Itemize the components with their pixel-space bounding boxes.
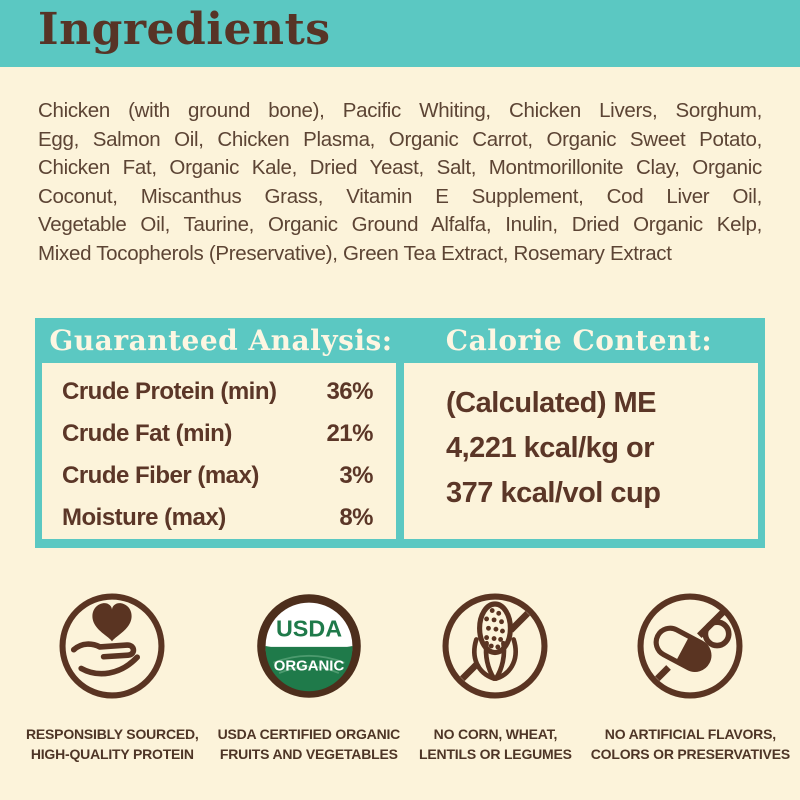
badge-label-line: COLORS OR PRESERVATIVES xyxy=(590,746,790,762)
badge-label: NO ARTIFICIAL FLAVORS, COLORS OR PRESERV… xyxy=(591,724,790,764)
analysis-panels: Crude Protein (min) 36% Crude Fat (min) … xyxy=(42,363,758,539)
badge-usda-organic: USDA ORGANIC USDA CERTIFIED ORGANIC FRUI… xyxy=(218,590,401,764)
analysis-row-label: Moisture (max) xyxy=(62,504,226,531)
guaranteed-analysis-title: Guaranteed Analysis: xyxy=(49,324,393,357)
badges-row: RESPONSIBLY SOURCED, HIGH-QUALITY PROTEI… xyxy=(0,590,800,764)
page-title: Ingredients xyxy=(38,4,331,55)
no-artificial-additives-icon xyxy=(637,593,743,699)
capsule-pill xyxy=(653,625,712,672)
analysis-row-value: 3% xyxy=(339,462,373,489)
badge-label-line: RESPONSIBLY SOURCED, xyxy=(26,726,199,742)
calorie-content-title: Calorie Content: xyxy=(445,324,713,357)
badge-label-line: USDA CERTIFIED ORGANIC xyxy=(217,726,401,742)
ingredients-line: Coconut, Miscanthus Grass, Vitamin E Sup… xyxy=(38,184,762,208)
calorie-line: (Calculated) ME xyxy=(446,387,657,419)
analysis-row-label: Crude Fiber (max) xyxy=(62,462,259,489)
usda-seal-bottom-text: ORGANIC xyxy=(274,657,345,674)
tablet-pill xyxy=(702,619,732,649)
analysis-row-label: Crude Fat (min) xyxy=(62,420,232,447)
calorie-content-text: (Calculated) ME 4,221 kcal/kg or 377 kca… xyxy=(404,363,758,516)
badge-label-line: LENTILS OR LEGUMES xyxy=(419,746,572,762)
ingredients-line: Chicken Fat, Organic Kale, Dried Yeast, … xyxy=(38,156,762,179)
ingredients-line: Egg, Salmon Oil, Chicken Plasma, Organic… xyxy=(38,127,762,151)
corn-kernels xyxy=(484,608,506,650)
analysis-row-value: 21% xyxy=(326,420,373,447)
analysis-row-value: 8% xyxy=(339,504,373,531)
analysis-row: Crude Fat (min) 21% xyxy=(62,413,373,455)
guaranteed-analysis-panel: Crude Protein (min) 36% Crude Fat (min) … xyxy=(42,363,396,539)
analysis-row: Moisture (max) 8% xyxy=(62,497,373,539)
badge-label: NO CORN, WHEAT, LENTILS OR LEGUMES xyxy=(419,724,572,764)
ingredients-line: Vegetable Oil, Taurine, Organic Ground A… xyxy=(38,213,762,236)
analysis-row-label: Crude Protein (min) xyxy=(62,378,277,405)
calorie-content-panel: (Calculated) ME 4,221 kcal/kg or 377 kca… xyxy=(404,363,758,539)
analysis-row-value: 36% xyxy=(326,378,373,405)
badge-responsibly-sourced: RESPONSIBLY SOURCED, HIGH-QUALITY PROTEI… xyxy=(26,590,199,764)
title-band: Ingredients xyxy=(0,0,800,67)
usda-seal-top-text: USDA xyxy=(276,616,342,642)
badge-no-artificial: NO ARTIFICIAL FLAVORS, COLORS OR PRESERV… xyxy=(591,590,790,764)
badge-label-line: NO ARTIFICIAL FLAVORS, xyxy=(604,726,776,742)
usda-organic-seal-icon: USDA ORGANIC xyxy=(257,594,361,698)
badge-label-line: FRUITS AND VEGETABLES xyxy=(219,746,398,762)
analysis-row: Crude Fiber (max) 3% xyxy=(62,455,373,497)
badge-label-line: HIGH-QUALITY PROTEIN xyxy=(30,746,194,762)
badge-no-corn: NO CORN, WHEAT, LENTILS OR LEGUMES xyxy=(419,590,572,764)
ingredients-line: Chicken (with ground bone), Pacific Whit… xyxy=(38,99,762,122)
analysis-headers: Guaranteed Analysis: Calorie Content: xyxy=(42,318,758,363)
badge-label: USDA CERTIFIED ORGANIC FRUITS AND VEGETA… xyxy=(218,724,401,764)
badge-label-line: NO CORN, WHEAT, xyxy=(433,726,558,742)
calorie-line: 4,221 kcal/kg or xyxy=(446,432,655,464)
ingredients-paragraph: Chicken (with ground bone), Pacific Whit… xyxy=(38,97,762,268)
no-corn-icon xyxy=(442,593,548,699)
analysis-row: Crude Protein (min) 36% xyxy=(62,371,373,413)
heart-in-hand-icon xyxy=(59,593,165,699)
ingredients-line: Mixed Tocopherols (Preservative), Green … xyxy=(38,241,672,265)
guaranteed-analysis-table: Crude Protein (min) 36% Crude Fat (min) … xyxy=(42,363,396,539)
analysis-container: Guaranteed Analysis: Calorie Content: Cr… xyxy=(35,318,765,548)
calorie-line: 377 kcal/vol cup xyxy=(446,477,661,509)
badge-label: RESPONSIBLY SOURCED, HIGH-QUALITY PROTEI… xyxy=(26,724,199,764)
